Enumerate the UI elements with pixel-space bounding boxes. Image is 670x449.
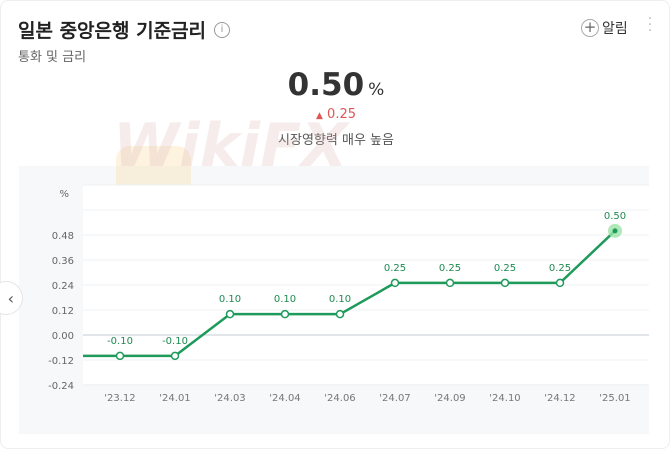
x-tick-label: '24.07 [379,393,410,404]
value-number: 0.50 [287,67,365,103]
current-value: 0.50% [1,67,670,103]
y-tick-label: 0.48 [52,231,74,242]
x-tick-label: '23.12 [104,393,135,404]
data-label: 0.50 [604,211,626,222]
data-point [612,228,618,234]
data-point [335,309,345,319]
y-tick-label: 0.00 [52,331,74,342]
data-label: 0.25 [439,263,461,274]
data-label: -0.10 [162,336,188,347]
data-point [555,278,565,288]
x-tick-label: '24.01 [159,393,190,404]
x-tick-label: '24.04 [269,393,300,404]
data-point [115,351,125,361]
data-point [225,309,235,319]
value-unit: % [368,80,385,100]
y-tick-label: 0.36 [52,256,74,267]
watermark: WikiFX [113,111,348,181]
market-impact: 시장영향력 매우 높음 [278,133,394,148]
data-point [500,278,510,288]
data-point [445,278,455,288]
y-tick-label: 0.12 [52,306,74,317]
x-tick-label: '24.10 [489,393,520,404]
x-tick-label: '25.01 [599,393,630,404]
x-tick-label: '24.03 [214,393,245,404]
up-triangle-icon: ▲ [315,111,323,121]
data-label: 0.10 [274,294,296,305]
data-point [170,351,180,361]
data-label: 0.25 [549,263,571,274]
y-tick-label: 0.24 [52,281,74,292]
data-point [280,309,290,319]
x-tick-label: '24.12 [544,393,575,404]
y-axis-unit: % [59,189,69,200]
data-label: 0.25 [384,263,406,274]
change-value: 0.25 [327,107,356,122]
data-point [390,278,400,288]
alert-button[interactable]: + 알림 [581,18,628,38]
data-label: 0.25 [494,263,516,274]
x-tick-label: '24.09 [434,393,465,404]
data-label: 0.10 [329,294,351,305]
alert-label: 알림 [602,21,628,37]
page-title: 일본 중앙은행 기준금리 [18,20,207,42]
info-icon[interactable]: i [214,22,230,38]
y-tick-label: -0.24 [48,381,74,392]
data-label: 0.10 [219,294,241,305]
data-label: -0.10 [107,336,133,347]
change-indicator: ▲ 0.25 [1,107,670,122]
y-tick-label: -0.12 [48,356,74,367]
x-tick-label: '24.06 [324,393,355,404]
more-options-icon[interactable]: · · · [647,11,653,39]
plus-icon: + [581,19,599,37]
category-subtitle: 통화 및 금리 [18,50,87,65]
